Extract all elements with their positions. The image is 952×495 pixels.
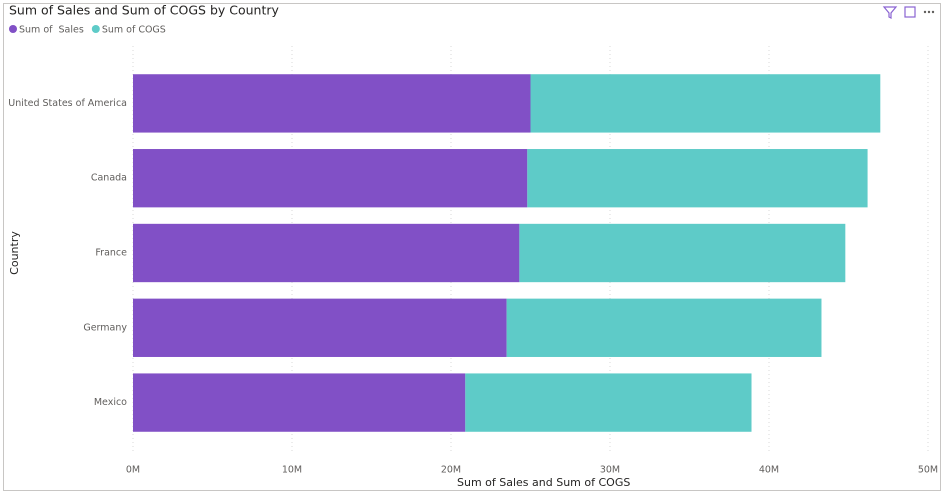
y-axis-title: Country [8, 231, 21, 275]
y-tick-label: Mexico [94, 397, 127, 408]
x-tick-label: 10M [282, 465, 302, 476]
legend-marker [91, 25, 100, 33]
more-icon[interactable] [923, 10, 935, 14]
bar-segment [530, 74, 881, 133]
legend-label: Sum of Sales [19, 25, 84, 36]
bar-segment [527, 149, 868, 208]
legend-label: Sum of COGS [102, 25, 166, 36]
y-tick-label: France [95, 248, 127, 259]
x-tick-label: 20M [441, 465, 461, 476]
y-tick-label: United States of America [8, 98, 127, 109]
x-tick-label: 0M [126, 465, 140, 476]
x-axis-title: Sum of Sales and Sum of COGS [457, 476, 630, 489]
chart-title: Sum of Sales and Sum of COGS by Country [9, 3, 280, 18]
bar-segment [133, 373, 466, 432]
bar-segment [519, 223, 846, 283]
bar-segment [465, 373, 752, 432]
bar-segment [506, 298, 822, 357]
visual-header-icons[interactable] [882, 6, 935, 19]
filter-icon[interactable] [882, 6, 898, 19]
legend-marker [9, 25, 17, 33]
focus-icon[interactable] [904, 6, 916, 18]
bar-segment [133, 149, 528, 208]
x-tick-label: 50M [918, 465, 938, 476]
y-tick-label: Germany [83, 322, 127, 333]
bar-segment [133, 298, 507, 357]
bar-segment [133, 223, 520, 283]
bar-segment [133, 74, 531, 133]
y-tick-label: Canada [91, 173, 127, 184]
x-tick-label: 40M [759, 465, 779, 476]
x-tick-label: 30M [600, 465, 620, 476]
